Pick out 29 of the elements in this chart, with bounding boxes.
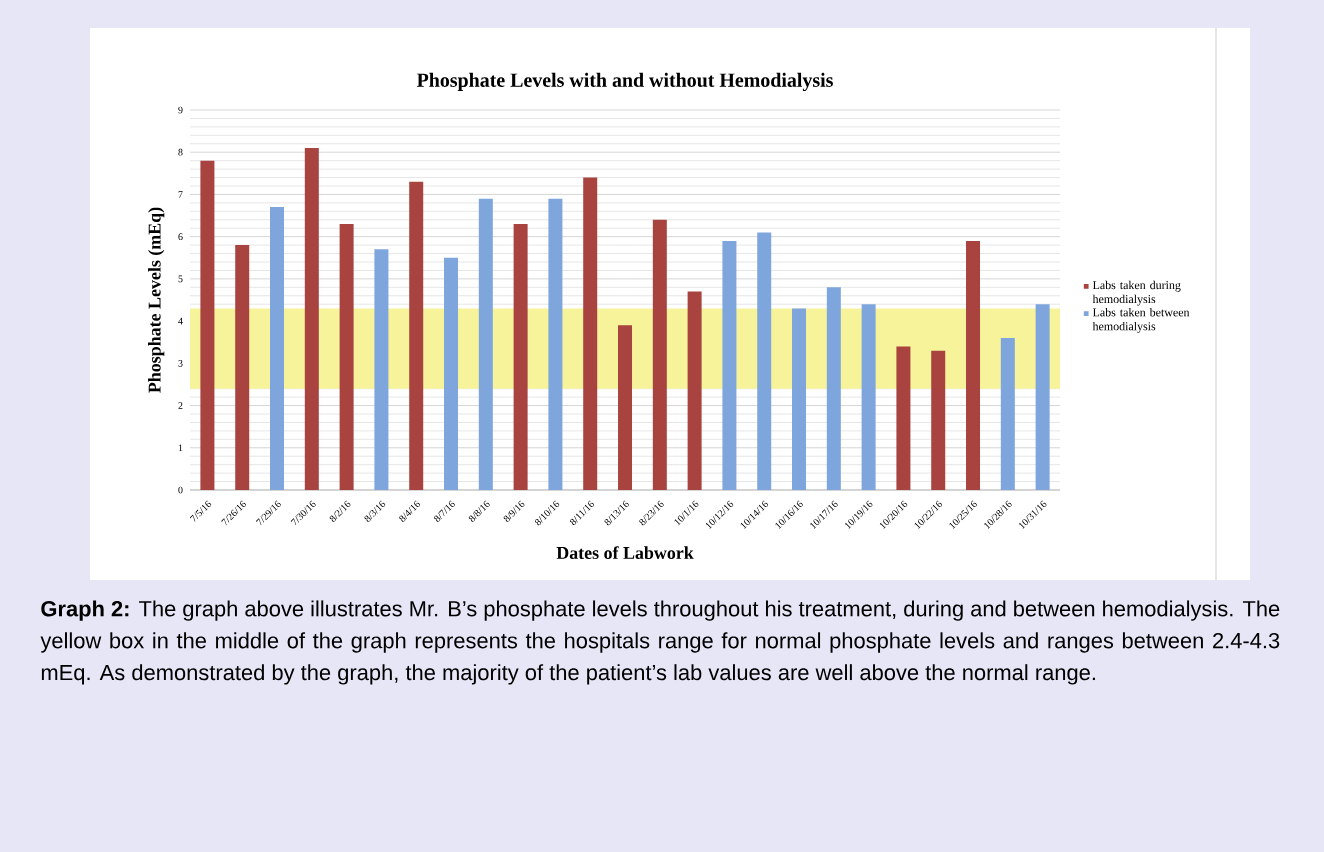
bar bbox=[583, 177, 598, 490]
x-axis-title: Dates of Labwork bbox=[556, 546, 694, 559]
bar bbox=[826, 287, 841, 490]
bar bbox=[687, 291, 702, 490]
bar bbox=[409, 181, 424, 490]
text: Graph 2: The graph above illustrates Mr. B’s phosphate levels throughout his treatment, during and between hemodialysis. The yellow box in the middle of the graph represents the hospitals range for normal phosphate levels and ranges between 2.4-4.3 mEq. As demonstrated by the graph, the majority of the patient’s lab values are well above the normal range. bbox=[40, 600, 1280, 685]
bar bbox=[374, 249, 389, 490]
bar bbox=[478, 198, 493, 490]
bar bbox=[618, 325, 633, 490]
chart-title: Phosphate Levels with and without Hemodialysis bbox=[416, 72, 833, 92]
y-axis-title: Phosphate Levels (mEq) bbox=[148, 207, 165, 393]
bar bbox=[1035, 304, 1050, 490]
bar bbox=[966, 240, 981, 490]
bar bbox=[757, 232, 772, 490]
bar bbox=[548, 198, 563, 490]
bar bbox=[200, 160, 215, 490]
bar bbox=[1000, 338, 1015, 490]
bar bbox=[270, 207, 285, 490]
bar bbox=[861, 304, 876, 490]
bar bbox=[339, 224, 354, 490]
bar bbox=[304, 148, 319, 490]
bar bbox=[235, 245, 250, 490]
bar bbox=[444, 257, 459, 490]
bar bbox=[722, 240, 737, 490]
bar bbox=[896, 346, 911, 490]
bar bbox=[792, 308, 807, 490]
bar bbox=[931, 350, 946, 490]
bar bbox=[652, 219, 667, 490]
bar bbox=[513, 224, 528, 490]
